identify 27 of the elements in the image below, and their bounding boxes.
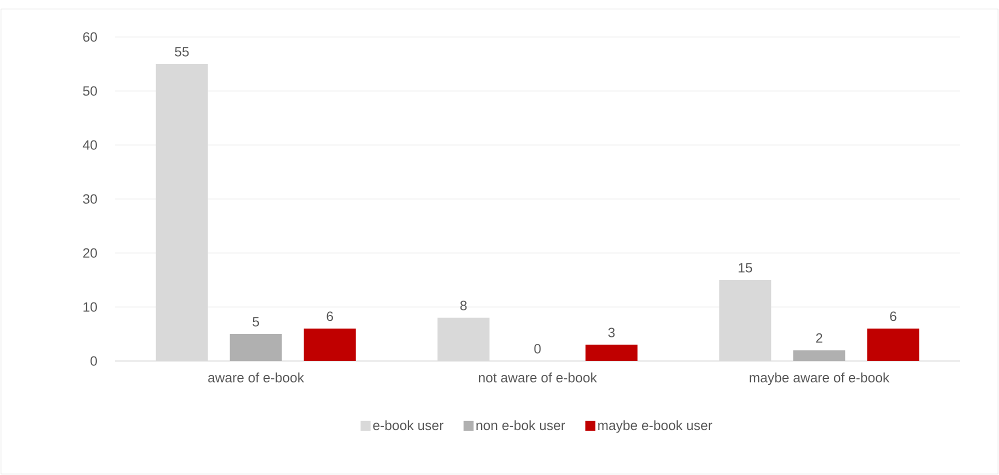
y-tick-label: 10 <box>84 302 97 312</box>
legend-label: non e-bok user <box>476 420 566 430</box>
data-label: 2 <box>816 333 822 343</box>
bar <box>867 328 920 361</box>
x-tick-label: maybe aware of e-book <box>750 372 890 386</box>
bar <box>793 350 846 361</box>
x-tick-label: aware of e-book <box>208 372 304 382</box>
data-label: 55 <box>174 47 189 56</box>
y-tick-label: 50 <box>83 86 97 96</box>
data-label: 8 <box>460 300 467 310</box>
legend-label: e-book user <box>373 420 444 430</box>
data-label: 0 <box>534 344 541 354</box>
bar <box>230 334 282 361</box>
bar <box>586 344 638 361</box>
legend-label: maybe e-book user <box>598 420 712 433</box>
y-tick-label: 0 <box>90 356 97 366</box>
data-label: 6 <box>326 312 333 322</box>
data-label: 15 <box>738 263 752 272</box>
y-tick-label: 60 <box>83 32 97 42</box>
data-label: 3 <box>608 328 615 338</box>
data-label: 5 <box>252 317 260 326</box>
bar <box>304 328 356 361</box>
x-tick-label: not aware of e-book <box>478 372 597 382</box>
y-tick-label: 30 <box>83 194 97 204</box>
y-tick-label: 40 <box>82 140 97 150</box>
data-label: 6 <box>890 312 896 322</box>
y-tick-label: 20 <box>83 248 97 258</box>
